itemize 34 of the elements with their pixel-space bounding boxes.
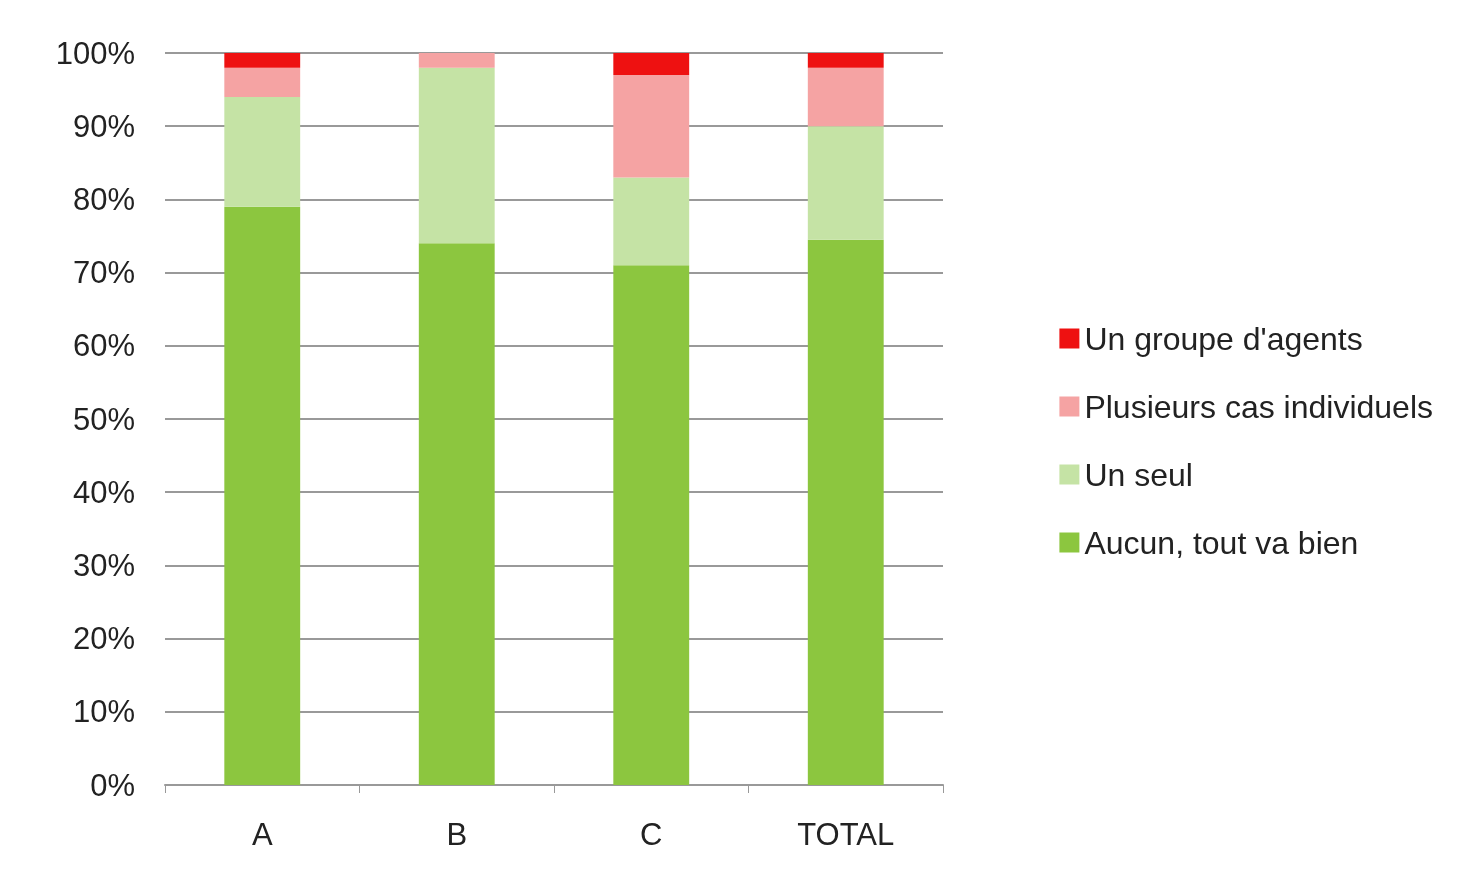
bar [224, 53, 301, 68]
legend-label: Un seul [1084, 456, 1193, 493]
x-tick-label: C [640, 817, 663, 852]
y-tick-label: 60% [72, 328, 135, 364]
bar [807, 126, 884, 240]
y-tick-label: 20% [72, 621, 135, 657]
bar [807, 67, 884, 127]
y-tick-label: 40% [72, 474, 135, 510]
y-tick-label: 70% [72, 255, 135, 291]
x-tick-label: TOTAL [797, 817, 895, 852]
bar [613, 53, 690, 75]
legend-label: Un groupe d'agents [1084, 320, 1363, 357]
y-tick-label: 10% [72, 694, 135, 730]
bar [418, 67, 495, 244]
y-tick-label: 0% [90, 767, 135, 803]
bar [807, 53, 884, 68]
bar [613, 265, 690, 785]
bar [418, 243, 495, 785]
y-tick-label: 80% [72, 181, 135, 217]
bar [224, 67, 301, 97]
x-tick-label: B [446, 817, 468, 852]
bar [807, 239, 884, 785]
y-tick-label: 30% [72, 547, 135, 583]
bar [224, 206, 301, 785]
legend-label: Aucun, tout va bien [1084, 524, 1359, 561]
y-tick-label: 100% [55, 35, 135, 71]
y-tick-label: 90% [72, 108, 135, 144]
bar [613, 177, 690, 266]
x-tick-label: A [251, 817, 273, 852]
legend-label: Plusieurs cas individuels [1084, 388, 1433, 425]
bar [224, 96, 301, 207]
bar [613, 74, 690, 178]
y-tick-label: 50% [72, 401, 135, 437]
bar [418, 53, 495, 68]
